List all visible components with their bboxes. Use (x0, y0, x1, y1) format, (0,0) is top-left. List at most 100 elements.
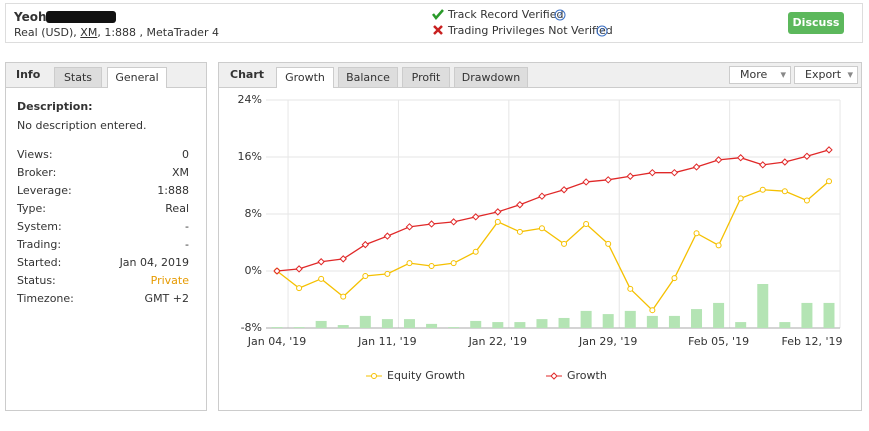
x-tick-label: Jan 29, '19 (578, 335, 637, 348)
point (736, 154, 745, 162)
volume-bar (801, 302, 813, 328)
info-value: - (185, 238, 189, 251)
legend-marker (550, 372, 558, 380)
point (627, 285, 634, 292)
description-label: Description: (17, 100, 93, 113)
point (561, 240, 568, 247)
volume-bar (359, 315, 371, 328)
volume-bar (558, 317, 570, 328)
series-line (276, 149, 830, 272)
volume-bar (426, 323, 438, 328)
point (494, 218, 501, 225)
menu-label: More (740, 68, 768, 81)
point (296, 285, 303, 292)
discuss-button[interactable]: Discuss (788, 12, 844, 34)
panel-title: Chart (230, 68, 265, 81)
point (759, 186, 766, 193)
tab-active[interactable]: Growth (276, 67, 334, 88)
menu-label: Export (805, 68, 842, 81)
svg-text:?: ? (600, 27, 604, 36)
point (472, 213, 480, 221)
x-tick-label: Jan 04, '19 (247, 335, 306, 348)
volume-bar (536, 319, 548, 328)
volume-bar (580, 310, 592, 328)
point (648, 168, 657, 177)
point (383, 232, 392, 240)
point (781, 158, 789, 166)
info-key: Started: (17, 256, 62, 269)
tab-active[interactable]: General (107, 67, 167, 88)
point (516, 201, 524, 209)
point (340, 293, 347, 300)
info-value: - (185, 220, 189, 233)
info-value: Jan 04, 2019 (119, 256, 189, 269)
info-key: Status: (17, 274, 56, 287)
broker-link[interactable]: XM (80, 26, 98, 39)
not-verified-text: Trading Privileges Not Verified (448, 24, 613, 37)
chart-tabs: Chart Growth Balance Profit Drawdown Mor… (219, 63, 861, 88)
volume-bar (492, 322, 504, 328)
point (759, 161, 767, 169)
point (781, 188, 788, 195)
info-key: Type: (17, 202, 46, 215)
point (406, 260, 413, 267)
point (362, 272, 369, 279)
export-menu[interactable]: Export ▾ (794, 66, 858, 84)
point (516, 228, 523, 235)
info-row: Type: Real (17, 202, 189, 220)
point (472, 248, 479, 255)
point (714, 156, 723, 164)
help-icon[interactable]: ? (596, 25, 608, 37)
account-name: Yeoh (14, 10, 47, 24)
volume-bar (757, 283, 769, 328)
point (826, 178, 832, 185)
x-tick-label: Jan 11, '19 (357, 335, 416, 348)
info-row: Leverage: 1:888 (17, 184, 189, 202)
point (803, 197, 810, 204)
point (649, 307, 656, 314)
volume-bar (602, 314, 614, 328)
legend-label: Growth (567, 369, 607, 382)
point (626, 172, 634, 180)
info-value: GMT +2 (144, 292, 189, 305)
info-key: Broker: (17, 166, 57, 179)
info-row: System: - (17, 220, 189, 238)
help-icon[interactable]: ? (554, 9, 566, 21)
tab[interactable]: Profit (402, 67, 450, 87)
tab[interactable]: Balance (338, 67, 398, 87)
series-line (276, 180, 830, 312)
point (318, 275, 325, 282)
volume-bar (735, 322, 747, 328)
header: Yeoh Real (USD), XM, 1:888 , MetaTrader … (5, 3, 863, 43)
volume-bar (470, 320, 482, 328)
point (670, 168, 679, 177)
info-key: Leverage: (17, 184, 72, 197)
status-icons (432, 9, 444, 35)
more-menu[interactable]: More ▾ (729, 66, 791, 84)
volume-bar (293, 327, 305, 328)
volume-bar (448, 327, 460, 328)
point (295, 265, 303, 273)
volume-bar (713, 302, 725, 328)
info-key: System: (17, 220, 62, 233)
point (317, 258, 325, 266)
x-tick-label: Jan 22, '19 (468, 335, 527, 348)
description: No description entered. (17, 119, 147, 132)
y-tick-label: 16% (238, 150, 262, 163)
tab[interactable]: Drawdown (454, 67, 528, 87)
point (825, 146, 833, 154)
volume-bar (691, 309, 703, 328)
tab[interactable]: Stats (54, 67, 102, 87)
volume-bar (646, 315, 658, 328)
point (449, 218, 458, 226)
point (538, 225, 545, 232)
account-type: Real (USD), (14, 26, 77, 39)
volume-bar (514, 322, 526, 328)
info-row: Trading: - (17, 238, 189, 256)
dropdown-arrow: ▾ (847, 68, 853, 81)
point (715, 242, 722, 249)
legend-label: Equity Growth (387, 369, 465, 382)
y-tick-label: 8% (245, 207, 262, 220)
point (538, 192, 546, 200)
